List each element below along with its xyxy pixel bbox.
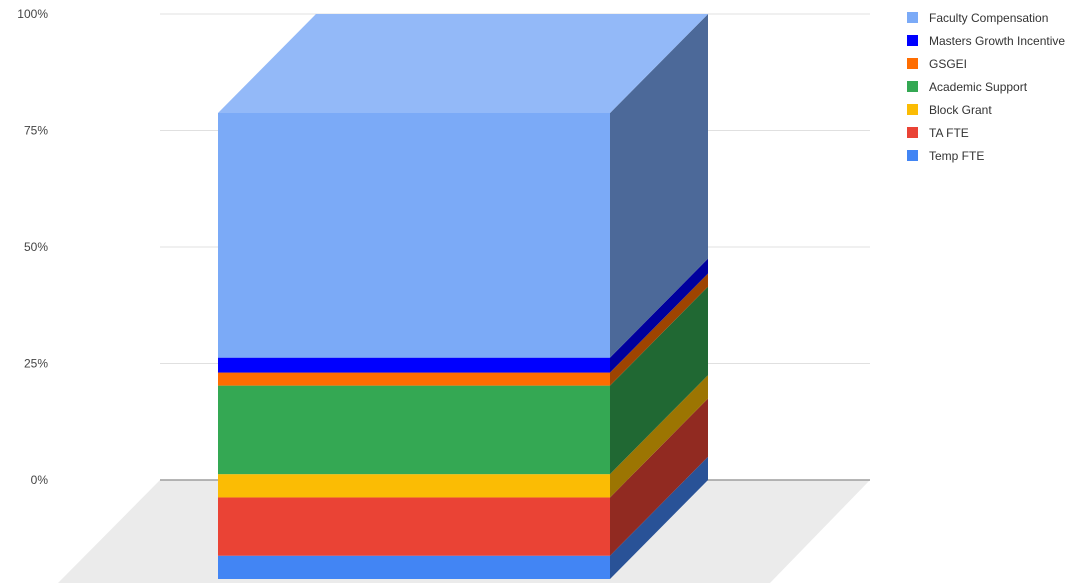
y-tick-label: 75% [24,124,48,138]
legend-swatch [907,150,918,161]
y-tick-label: 50% [24,240,48,254]
bar-segment [218,258,708,373]
legend-label: Temp FTE [929,148,985,163]
bar-segment-front [218,474,610,498]
bar-segment-side [610,286,708,475]
bar-segment-front [218,113,610,358]
legend-swatch [907,35,918,46]
legend-label: Academic Support [929,79,1028,94]
bar-segment-front [218,555,610,579]
y-tick-label: 25% [24,357,48,371]
legend-swatch [907,58,918,69]
bar-segment-side [610,14,708,358]
legend-label: Block Grant [929,102,992,117]
legend-swatch [907,12,918,23]
y-axis-tick-labels: 0% 25% 50% 75% 100% [17,7,48,487]
legend-swatch [907,104,918,115]
stacked-bar [218,14,708,579]
bar-segment [218,375,708,498]
bar-segment-side [610,456,708,579]
legend-item: Masters Growth Incentive [907,29,1065,52]
bar-segment-front [218,385,610,475]
bar-segment-side [610,258,708,373]
legend-item: Block Grant [907,98,1065,121]
legend-item: TA FTE [907,121,1065,144]
bar-segment-side [610,375,708,498]
legend: Faculty Compensation Masters Growth Incen… [907,6,1065,167]
bar-segment [218,286,708,475]
bar-segment-front [218,357,610,373]
legend-swatch [907,127,918,138]
legend-label: Faculty Compensation [929,10,1049,25]
bar-segment [218,456,708,579]
legend-label: TA FTE [929,125,969,140]
bar-segment-side [610,273,708,386]
bar-segment [218,273,708,386]
bar-segment-side [610,398,708,556]
bar-segment [218,398,708,556]
legend-item: GSGEI [907,52,1065,75]
bar-segment-front [218,372,610,386]
y-tick-label: 0% [31,473,49,487]
legend-swatch [907,81,918,92]
legend-label: GSGEI [929,56,968,71]
legend-item: Academic Support [907,75,1065,98]
bar-top-face [218,14,708,113]
bar-segment [218,14,708,358]
y-tick-label: 100% [17,7,48,21]
legend-label: Masters Growth Incentive [929,33,1066,48]
bar-segment-front [218,497,610,556]
legend-item: Temp FTE [907,144,1065,167]
legend-item: Faculty Compensation [907,6,1065,29]
